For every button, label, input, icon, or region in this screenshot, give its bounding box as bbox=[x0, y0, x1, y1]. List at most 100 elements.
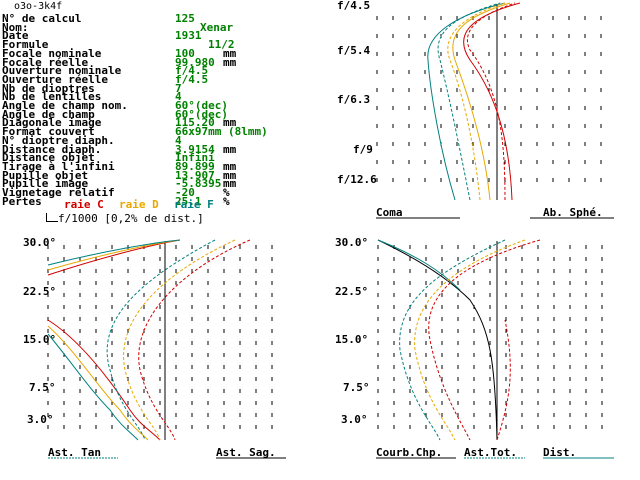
spec-label: Pertes bbox=[2, 194, 42, 208]
spec-label: Nb de dioptres bbox=[2, 81, 95, 95]
field-tick-label: 7.5° bbox=[29, 381, 56, 394]
curv-F bbox=[377, 239, 461, 291]
spec-label: Distance diaph. bbox=[2, 142, 102, 156]
field-tick-label: 22.5° bbox=[335, 285, 369, 298]
field-tick-label: 22.5° bbox=[23, 285, 57, 298]
field-tick-label: 3.0° bbox=[341, 413, 368, 426]
scale-note-text: f/1000 [0,2% de dist.] bbox=[58, 212, 204, 225]
spec-unit: mm bbox=[223, 177, 237, 191]
legend-raie-c: raie C bbox=[64, 198, 104, 211]
spec-unit: mm bbox=[223, 46, 237, 60]
spec-value: 60°(dec) bbox=[175, 99, 228, 112]
file-id: o3o-3k4f bbox=[14, 1, 63, 12]
spec-value: f/4.5 bbox=[175, 64, 209, 78]
spherical-label: Ab. Sphé. bbox=[543, 206, 603, 219]
ast-tan-label: Ast. Tan bbox=[48, 446, 101, 459]
ast-C bbox=[428, 239, 541, 441]
spec-unit: mm bbox=[223, 55, 237, 69]
spec-label: Vignetage relatif bbox=[2, 186, 115, 199]
spec-label: Distance objet bbox=[2, 151, 95, 165]
spec-value: 4 bbox=[175, 133, 182, 147]
ast-sag-label: Ast. Sag. bbox=[216, 446, 276, 459]
courb-chp-label: Courb.Chp. bbox=[376, 446, 443, 459]
spec-label: Date bbox=[2, 29, 29, 43]
coma-C bbox=[463, 2, 521, 201]
spec-value: Xenar bbox=[200, 20, 234, 34]
spec-label: Angle de champ bbox=[2, 107, 95, 121]
spec-label: Ouverture nominale bbox=[2, 64, 122, 78]
ast-F bbox=[399, 239, 506, 441]
sph-F bbox=[437, 2, 501, 201]
spec-label: Pupille image bbox=[2, 177, 89, 191]
sph-C bbox=[466, 2, 516, 201]
aperture-tick-label: f/6.3 bbox=[337, 93, 371, 106]
spec-value: -5.8395 bbox=[175, 177, 222, 191]
spec-value: 115.20 bbox=[175, 116, 215, 130]
ast-tot-label: Ast.Tot. bbox=[464, 446, 517, 459]
spec-unit: % bbox=[223, 186, 230, 199]
aperture-tick-label: f/12.6 bbox=[337, 173, 377, 186]
spec-label: Formule bbox=[2, 38, 49, 52]
spec-label: N° dioptre diaph. bbox=[2, 133, 115, 147]
spec-label: Focale nominale bbox=[2, 46, 102, 60]
spec-value: 125 bbox=[175, 12, 195, 25]
field-tick-label: 30.0° bbox=[23, 236, 57, 249]
coma-label: Coma bbox=[376, 206, 403, 219]
spec-value: 1931 bbox=[175, 29, 202, 43]
spec-value: 3.9154 bbox=[175, 142, 215, 156]
spec-value: 13.907 bbox=[175, 168, 215, 182]
field-tick-label: 15.0° bbox=[335, 333, 369, 346]
legend-scale-note: f/1000 [0,2% de dist.] bbox=[46, 213, 204, 224]
legend-raie-d: raie D bbox=[119, 198, 159, 211]
spec-value: 7 bbox=[175, 81, 182, 95]
tan-F bbox=[47, 333, 139, 441]
aperture-tick-label: f/5.4 bbox=[337, 44, 371, 57]
spec-unit: mm bbox=[223, 168, 237, 182]
coma-D bbox=[452, 2, 511, 201]
spec-value: 60°(dec) bbox=[175, 107, 228, 121]
curv-main bbox=[377, 239, 498, 441]
aperture-tick-label: f/9 bbox=[353, 143, 373, 156]
spec-label: Ouverture réelle bbox=[2, 72, 108, 86]
legend-raie-f: raie F bbox=[174, 198, 214, 211]
spec-value: 4 bbox=[175, 90, 182, 104]
spec-label: Nom: bbox=[2, 20, 29, 34]
ast-D bbox=[414, 239, 526, 441]
tan-D bbox=[47, 325, 149, 441]
aperture-tick-label: f/4.5 bbox=[337, 0, 371, 12]
sag-D bbox=[123, 239, 236, 441]
spec-value: 25.1 bbox=[175, 194, 202, 208]
spec-value: 66x97mm (8lmm) bbox=[175, 125, 268, 139]
dist-C bbox=[496, 319, 511, 441]
spec-label: Diagonale image bbox=[2, 116, 102, 130]
sph-D bbox=[447, 2, 506, 201]
spec-value: 99.980 bbox=[175, 55, 215, 69]
spec-value: 100 bbox=[175, 46, 195, 60]
spec-value: 11/2 bbox=[208, 38, 235, 52]
spec-value: Infini bbox=[175, 151, 215, 165]
coma-F bbox=[427, 2, 506, 201]
tan-top-F bbox=[47, 239, 181, 266]
sag-F bbox=[106, 239, 216, 441]
spec-value: 89.899 bbox=[175, 159, 215, 173]
spec-label: Angle de champ nom. bbox=[2, 99, 128, 112]
spec-unit: % bbox=[223, 194, 230, 208]
field-tick-label: 15.0° bbox=[23, 333, 57, 346]
field-tick-label: 30.0° bbox=[335, 236, 369, 249]
spec-label: Focale réelle bbox=[2, 55, 89, 69]
scale-marker-icon bbox=[46, 213, 58, 222]
sag-C bbox=[138, 239, 251, 441]
spec-value: f/4.5 bbox=[175, 72, 209, 86]
spec-unit: mm bbox=[223, 116, 237, 130]
dist-label: Dist. bbox=[543, 446, 577, 459]
spec-unit: mm bbox=[223, 159, 237, 173]
field-tick-label: 7.5° bbox=[343, 381, 370, 394]
spec-label: Nb de lentilles bbox=[2, 90, 102, 104]
spec-unit: mm bbox=[223, 142, 237, 156]
tan-C bbox=[47, 319, 161, 441]
spec-label: Pupille objet bbox=[2, 168, 89, 182]
field-tick-label: 3.0° bbox=[27, 413, 54, 426]
spec-label: N° de calcul bbox=[2, 12, 82, 25]
spec-label: Format couvert bbox=[2, 125, 95, 139]
